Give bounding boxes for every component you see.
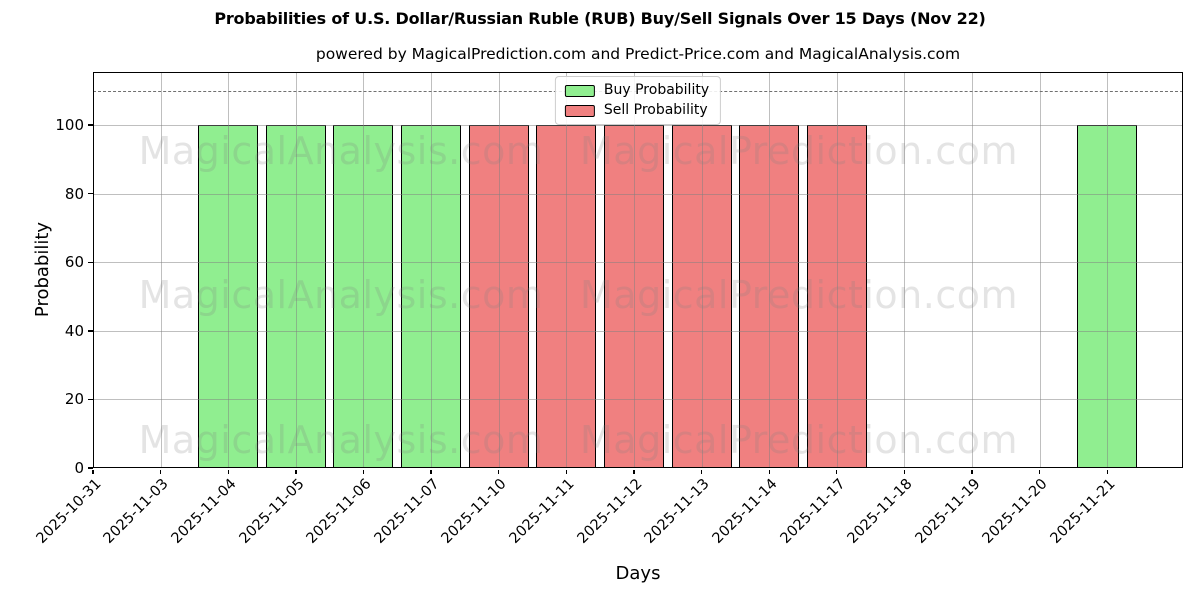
legend-label-sell: Sell Probability	[603, 102, 708, 118]
x-tick-mark	[295, 469, 297, 474]
x-tick-label-text: 2025-11-21	[1047, 476, 1119, 547]
x-gridline	[1107, 72, 1109, 468]
plot-area: MagicalAnalysis.com MagicalPrediction.com…	[93, 72, 1183, 468]
x-tick-label-text: 2025-11-14	[709, 476, 781, 547]
y-tick-label: 20	[64, 390, 84, 409]
x-tick-label-text: 2025-11-18	[844, 476, 916, 547]
x-tick-mark	[227, 469, 229, 474]
x-tick-label-text: 2025-11-10	[439, 476, 511, 547]
x-tick-mark	[971, 469, 973, 474]
x-tick-mark	[565, 469, 567, 474]
x-tick-label-text: 2025-11-19	[912, 476, 984, 547]
watermark-text: MagicalAnalysis.com	[138, 273, 544, 317]
x-tick-mark	[159, 469, 162, 474]
x-gridline	[836, 72, 838, 468]
y-tick-mark	[87, 398, 93, 401]
legend-item-buy: Buy Probability	[564, 82, 710, 98]
x-tick-mark	[430, 469, 432, 474]
x-tick-label-text: 2025-11-06	[303, 476, 375, 547]
x-tick-mark	[836, 469, 838, 474]
x-tick-mark	[498, 469, 500, 474]
x-tick-mark	[700, 469, 703, 474]
watermark-text: MagicalAnalysis.com	[138, 418, 544, 462]
chart-title: Probabilities of U.S. Dollar/Russian Rub…	[214, 9, 986, 28]
x-gridline	[633, 72, 635, 468]
legend-swatch-buy-icon	[564, 84, 595, 97]
x-gridline	[769, 72, 771, 468]
x-axis-label: Days	[615, 563, 661, 584]
y-gridline	[93, 193, 1183, 195]
y-tick-label: 0	[74, 459, 84, 477]
y-gridline	[93, 125, 1183, 127]
y-tick-label: 40	[64, 321, 84, 340]
legend-label-buy: Buy Probability	[603, 82, 710, 98]
watermark-text: MagicalPrediction.com	[580, 273, 1018, 317]
y-tick-mark	[87, 261, 93, 263]
x-tick-label-text: 2025-11-12	[574, 476, 646, 547]
x-gridline	[1039, 72, 1041, 468]
watermark-text: MagicalPrediction.com	[580, 129, 1018, 173]
x-gridline	[431, 72, 433, 468]
x-tick-label-text: 2025-11-11	[506, 476, 578, 547]
x-tick-label-text: 2025-11-20	[980, 476, 1051, 547]
x-gridline	[363, 72, 365, 468]
x-tick-label-text: 2025-11-13	[641, 476, 713, 547]
x-tick-mark	[633, 469, 635, 474]
y-gridline	[93, 262, 1183, 264]
x-tick-mark	[362, 469, 365, 474]
x-gridline	[972, 72, 974, 468]
y-gridline	[93, 399, 1183, 401]
x-tick-mark	[1106, 469, 1108, 474]
x-gridline	[160, 72, 162, 468]
x-tick-mark	[92, 469, 94, 474]
y-tick-label: 100	[55, 116, 84, 135]
x-gridline	[701, 72, 703, 468]
x-tick-label-text: 2025-11-07	[371, 476, 443, 547]
legend-swatch-sell-icon	[564, 104, 595, 117]
y-tick-mark	[87, 467, 93, 469]
x-tick-label-text: 2025-11-17	[777, 476, 849, 547]
x-gridline	[228, 72, 230, 468]
x-gridline	[566, 72, 568, 468]
y-tick-label: 60	[64, 253, 84, 272]
watermark-text: MagicalAnalysis.com	[138, 129, 544, 173]
legend: Buy Probability Sell Probability	[554, 76, 722, 125]
x-tick-label-text: 2025-11-04	[168, 476, 240, 547]
x-tick-label-text: 2025-11-03	[101, 476, 172, 547]
x-tick-label-text: 2025-11-05	[236, 476, 308, 547]
x-gridline	[498, 72, 500, 468]
x-tick-mark	[768, 469, 770, 474]
x-gridline	[904, 72, 906, 468]
x-tick-mark	[903, 469, 906, 474]
chart-subtitle: powered by MagicalPrediction.com and Pre…	[315, 45, 961, 63]
watermark-text: MagicalPrediction.com	[580, 418, 1018, 462]
legend-item-sell: Sell Probability	[564, 102, 709, 118]
y-tick-mark	[87, 124, 93, 126]
y-gridline	[93, 330, 1183, 332]
x-tick-label-text: 2025-10-31	[33, 476, 105, 547]
y-tick-mark	[87, 193, 93, 195]
y-tick-mark	[87, 330, 93, 332]
x-gridline	[295, 72, 297, 468]
x-tick-mark	[1039, 469, 1041, 474]
y-tick-label: 80	[64, 184, 84, 203]
